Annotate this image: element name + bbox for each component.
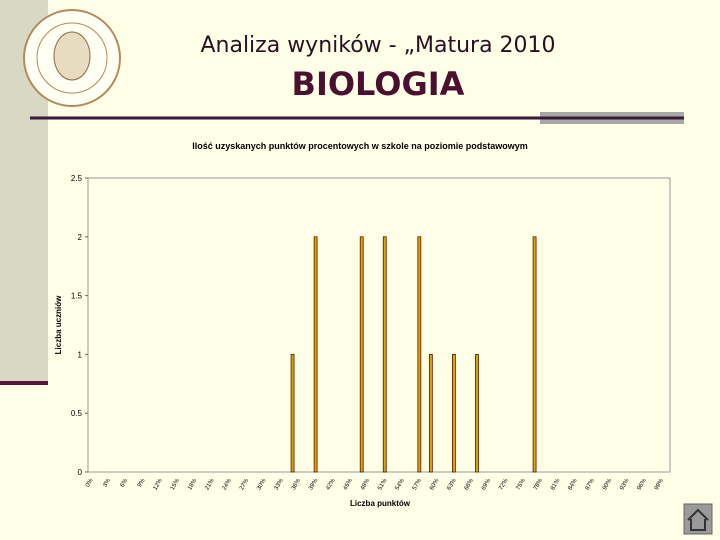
bar [428, 353, 433, 473]
x-tick-label: 81% [550, 477, 562, 491]
bar [475, 353, 479, 473]
x-tick-label: 84% [567, 477, 579, 491]
x-tick-label: 87% [585, 477, 597, 491]
x-tick-label: 45% [343, 477, 355, 491]
x-tick-label: 60% [429, 477, 441, 491]
logo [23, 9, 121, 107]
chart-title: Ilość uzyskanych punktów procentowych w … [192, 141, 528, 151]
x-tick-label: 39% [308, 477, 320, 491]
y-axis-label: Liczba uczniów [54, 295, 63, 354]
x-tick-label: 72% [498, 477, 510, 491]
side-bar-rule [0, 381, 48, 385]
x-tick-label: 93% [619, 477, 631, 491]
y-tick-label: 2.5 [71, 174, 83, 183]
x-tick-label: 9% [137, 477, 147, 488]
x-tick-label: 21% [204, 477, 216, 491]
x-tick-label: 15% [170, 477, 182, 491]
x-tick-label: 96% [637, 477, 649, 491]
x-tick-label: 42% [325, 477, 337, 491]
home-icon [687, 508, 709, 531]
x-tick-label: 54% [395, 477, 407, 491]
x-tick-label: 66% [464, 477, 476, 491]
x-tick-label: 69% [481, 477, 493, 491]
x-tick-label: 75% [516, 477, 528, 491]
bar [382, 236, 387, 473]
y-tick-label: 1.5 [71, 292, 83, 301]
bar [417, 236, 422, 473]
x-tick-label: 78% [533, 477, 545, 491]
x-tick-label: 48% [360, 477, 372, 491]
x-tick-label: 36% [291, 477, 303, 491]
x-tick-label: 3% [102, 477, 112, 488]
bar [313, 236, 318, 473]
slide-title: Analiza wyników - „Matura 2010 [200, 33, 555, 58]
x-tick-label: 90% [602, 477, 614, 491]
x-tick-label: 99% [654, 477, 666, 491]
y-tick-label: 2 [78, 233, 83, 242]
x-tick-label: 33% [274, 477, 286, 491]
x-tick-label: 6% [120, 477, 130, 488]
y-tick-label: 0.5 [71, 409, 83, 418]
x-tick-label: 63% [446, 477, 458, 491]
plot-area [87, 177, 671, 473]
bar [290, 353, 295, 473]
x-tick-label: 30% [256, 477, 268, 491]
x-tick-label: 57% [412, 477, 424, 491]
y-tick-label: 0 [78, 468, 83, 477]
y-tick-label: 1 [78, 350, 83, 359]
x-tick-label: 24% [222, 477, 234, 491]
bar [452, 353, 456, 473]
x-axis-label: Liczba punktów [350, 499, 411, 508]
x-tick-label: 18% [187, 477, 199, 491]
x-tick-label: 27% [239, 477, 251, 491]
bar [532, 236, 537, 473]
x-tick-label: 51% [377, 477, 389, 491]
slide-subtitle: BIOLOGIA [292, 65, 465, 103]
x-tick-label: 12% [153, 477, 165, 491]
x-tick-label: 0% [85, 477, 95, 488]
bar [359, 236, 364, 473]
